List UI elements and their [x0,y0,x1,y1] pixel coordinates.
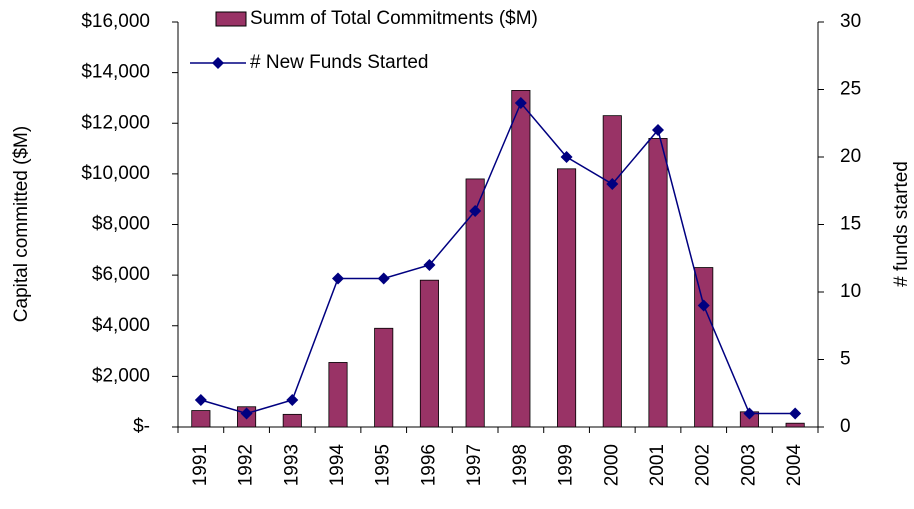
x-tick-label: 1992 [236,444,257,486]
marker [194,394,207,406]
y2-tick-label: 0 [840,416,851,437]
y-tick-label: $4,000 [92,315,150,336]
legend-marker [212,57,224,69]
x-tick-label: 2004 [784,444,805,487]
y-tick-label: $6,000 [92,264,150,285]
marker [697,299,710,312]
marker [789,407,802,420]
marker [514,97,527,109]
y-axis-label: Capital committed ($M) [11,126,32,322]
y-tick-label: $16,000 [81,11,150,32]
y-tick-label: $12,000 [81,112,150,133]
marker [743,407,756,420]
y2-tick-label: 30 [840,11,861,32]
marker [332,272,344,285]
y2-axis-label: # funds started [891,161,912,287]
legend-label: Summ of Total Commitments ($M) [250,8,538,29]
y-tick-label: $- [133,416,150,437]
marker [469,205,482,217]
marker [652,124,664,136]
marker [606,178,619,190]
x-tick-label: 1994 [327,444,348,487]
x-tick-label: 1996 [418,444,439,486]
x-tick-label: 2003 [738,444,759,486]
marker [560,151,573,163]
y-tick-label: $2,000 [92,365,150,386]
legend-swatch [215,11,247,27]
bar [511,89,531,428]
marker [377,272,390,285]
x-tick-label: 1999 [556,444,577,486]
marker [240,407,253,420]
y-tick-label: $8,000 [92,214,150,235]
bar [419,279,439,428]
bar [465,178,485,428]
bar [282,413,302,428]
x-tick-label: 2000 [601,444,622,486]
x-tick-label: 1995 [373,444,394,486]
x-tick-label: 2002 [693,444,714,486]
bar [648,138,668,428]
line [200,101,796,415]
x-tick-label: 1997 [464,444,485,486]
bar [374,327,394,428]
legend-label: # New Funds Started [250,52,428,73]
bar [557,168,577,428]
bar [602,115,622,428]
marker [286,394,299,406]
bar [328,362,348,428]
y2-tick-label: 25 [840,79,861,100]
x-tick-label: 1993 [281,444,302,486]
x-tick-label: 1991 [190,444,211,486]
y-tick-label: $14,000 [81,62,150,83]
y2-tick-label: 5 [840,349,851,370]
bar [694,267,714,428]
x-tick-label: 2001 [647,444,668,486]
bar [191,410,211,428]
y2-tick-label: 10 [840,281,861,302]
marker [423,259,436,271]
bar [785,422,805,428]
legend-box [186,2,661,90]
x-tick-label: 1998 [510,444,531,486]
y-tick-label: $10,000 [81,163,150,184]
y2-tick-label: 20 [840,146,861,167]
y2-tick-label: 15 [840,214,861,235]
